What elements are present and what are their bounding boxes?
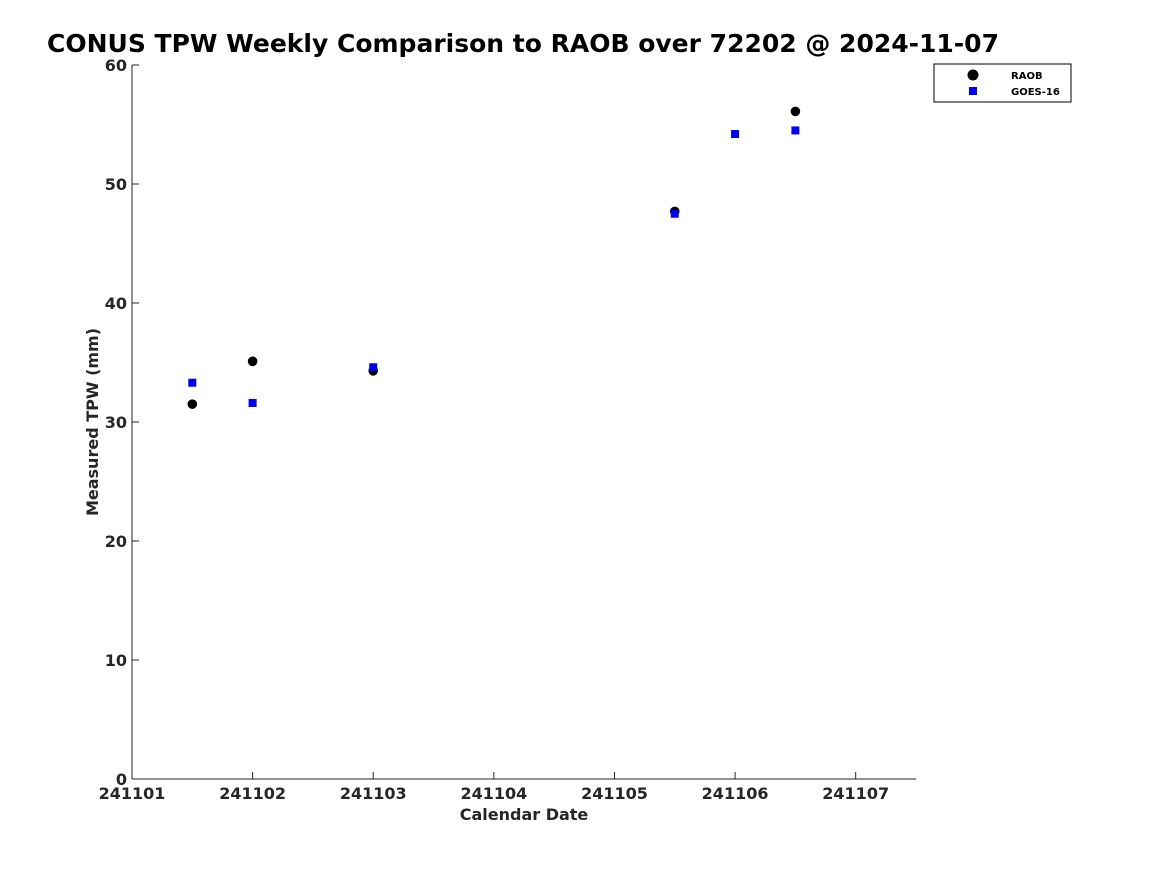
y-tick-label: 50 [105, 175, 127, 194]
legend: RAOB GOES-16 [933, 63, 1072, 103]
x-axis-label: Calendar Date [460, 805, 589, 824]
x-axis-ticks: 241101 241102 241103 241104 241105 241106 2411… [99, 772, 889, 803]
x-tick-label: 241107 [822, 784, 889, 803]
legend-label: RAOB [1011, 71, 1043, 82]
y-tick-label: 30 [105, 413, 127, 432]
axes [131, 65, 916, 780]
raob-point [247, 356, 258, 367]
goes-16-point [188, 378, 197, 387]
y-tick-label: 60 [105, 56, 127, 75]
y-axis-ticks: 0 10 20 30 40 50 60 [105, 56, 139, 789]
y-tick-label: 10 [105, 651, 127, 670]
goes-16-point [791, 126, 800, 135]
x-tick-label: 241102 [219, 784, 286, 803]
goes-16-point [670, 209, 679, 218]
y-tick-label: 40 [105, 294, 127, 313]
y-axis-label: Measured TPW (mm) [83, 328, 102, 516]
x-tick-label: 241105 [581, 784, 648, 803]
legend-marker-goes-16 [969, 87, 977, 95]
legend-box [933, 63, 1072, 103]
legend-marker-raob [967, 69, 979, 81]
y-tick-label: 20 [105, 532, 127, 551]
data-points [187, 106, 801, 409]
legend-label: GOES-16 [1011, 87, 1060, 98]
goes-16-point [731, 130, 740, 139]
x-tick-label: 241101 [99, 784, 166, 803]
raob-point [790, 106, 801, 117]
y-tick-label: 0 [116, 770, 127, 789]
chart-title: CONUS TPW Weekly Comparison to RAOB over… [47, 29, 999, 58]
goes-16-point [369, 363, 378, 372]
x-tick-label: 241104 [460, 784, 527, 803]
x-tick-label: 241103 [340, 784, 407, 803]
goes-16-point [248, 398, 257, 407]
raob-point [187, 399, 198, 409]
x-tick-label: 241106 [702, 784, 769, 803]
